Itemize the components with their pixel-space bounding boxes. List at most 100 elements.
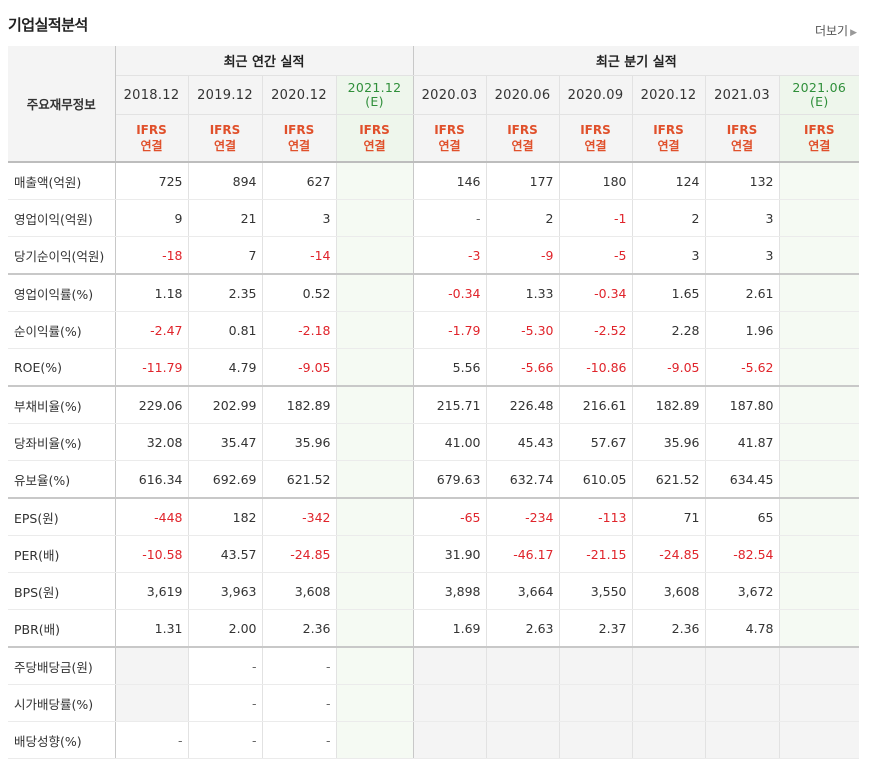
table-cell <box>704 721 779 759</box>
table-cell: 5.56 <box>412 348 486 387</box>
period-header: 2018.12 <box>115 75 188 115</box>
table-cell: 182.89 <box>261 386 336 424</box>
table-cell: 2.36 <box>631 609 705 648</box>
table-cell: 3 <box>631 236 705 275</box>
ifrs-label: IFRS <box>209 123 241 137</box>
table-cell: -234 <box>485 498 559 536</box>
table-cell: 621.52 <box>631 460 705 499</box>
ifrs-label: IFRS <box>803 123 835 137</box>
table-cell: -2.18 <box>261 311 336 349</box>
ifrs-label: IFRS <box>726 123 758 137</box>
table-cell <box>704 684 779 722</box>
table-cell <box>631 684 705 722</box>
period-label: 2019.12 <box>197 87 253 103</box>
quarterly-group-header: 최근 분기 실적 <box>412 46 860 76</box>
table-cell: 3,608 <box>261 572 336 610</box>
table-cell: - <box>261 647 336 685</box>
ifrs-label: IFRS <box>507 123 538 137</box>
table-cell: 1.69 <box>412 609 486 648</box>
table-cell: 35.96 <box>261 423 336 461</box>
table-cell: 3,672 <box>704 572 779 610</box>
ifrs-badge: IFRS 연결 <box>187 114 262 163</box>
table-cell: 35.47 <box>187 423 262 461</box>
table-cell: -5 <box>558 236 632 275</box>
table-cell: 182.89 <box>631 386 705 424</box>
table-cell: 7 <box>187 236 262 275</box>
table-cell <box>778 609 860 648</box>
table-cell <box>335 311 413 349</box>
period-header: 2020.03 <box>412 75 486 115</box>
table-cell: 2.63 <box>485 609 559 648</box>
table-cell: 616.34 <box>115 460 188 499</box>
table-cell: 226.48 <box>485 386 559 424</box>
estimate-tag: (E) <box>809 94 829 109</box>
table-cell: 2 <box>485 199 559 237</box>
table-cell <box>335 498 413 536</box>
table-cell: 229.06 <box>115 386 188 424</box>
period-label: 2020.09 <box>567 87 624 103</box>
table-cell: 725 <box>115 162 188 200</box>
table-cell: 1.33 <box>485 274 559 312</box>
table-cell: - <box>187 684 262 722</box>
ifrs-badge: IFRS 연결 <box>412 114 486 163</box>
more-link[interactable]: 더보기 ▶ <box>815 22 857 39</box>
table-cell: 3,619 <box>115 572 188 610</box>
table-cell: -3 <box>412 236 486 275</box>
table-row: 영업이익률(%) 1.18 2.35 0.52 -0.34 1.33 -0.34 1.65 2.… <box>8 274 860 312</box>
ifrs-label: IFRS <box>653 123 684 137</box>
ifrs-label: IFRS <box>359 123 390 137</box>
chevron-right-icon: ▶ <box>850 28 857 38</box>
period-header: 2020.12 <box>261 75 336 115</box>
ifrs-badge: IFRS 연결 <box>631 114 705 163</box>
table-cell: -448 <box>115 498 188 536</box>
table-row: 시가배당률(%) - - <box>8 684 860 722</box>
table-cell: 692.69 <box>187 460 262 499</box>
table-cell <box>778 498 860 536</box>
period-label: 2020.12 <box>271 87 327 103</box>
consolidated-label: 연결 <box>213 139 237 153</box>
table-cell: -46.17 <box>485 535 559 573</box>
table-cell: 41.87 <box>704 423 779 461</box>
table-cell <box>631 647 705 685</box>
period-header: 2020.12 <box>631 75 705 115</box>
section-title: 기업실적분석 <box>8 16 88 34</box>
table-cell <box>335 236 413 275</box>
table-cell: - <box>412 199 486 237</box>
row-label: 시가배당률(%) <box>8 684 116 722</box>
ifrs-badge: IFRS 연결 <box>778 114 860 163</box>
table-cell: 3,664 <box>485 572 559 610</box>
period-label: 2020.12 <box>640 87 697 103</box>
estimate-tag: (E) <box>365 94 384 109</box>
table-cell: 1.31 <box>115 609 188 648</box>
table-cell <box>335 348 413 387</box>
table-cell: -14 <box>261 236 336 275</box>
table-row: 주당배당금(원) - - <box>8 647 860 685</box>
table-cell: -10.58 <box>115 535 188 573</box>
table-cell: 187.80 <box>704 386 779 424</box>
table-cell: 41.00 <box>412 423 486 461</box>
table-cell: 35.96 <box>631 423 705 461</box>
period-label: 2018.12 <box>123 87 180 103</box>
table-cell: 2.37 <box>558 609 632 648</box>
table-cell <box>335 386 413 424</box>
table-cell: 180 <box>558 162 632 200</box>
table-cell: 43.57 <box>187 535 262 573</box>
table-cell: - <box>261 721 336 759</box>
consolidated-label: 연결 <box>140 139 163 153</box>
table-cell: 31.90 <box>412 535 486 573</box>
table-cell: -5.62 <box>704 348 779 387</box>
table-cell <box>778 572 860 610</box>
period-label: 2021.12 <box>347 80 402 95</box>
table-cell: 0.52 <box>261 274 336 312</box>
table-cell <box>485 684 559 722</box>
table-cell: 610.05 <box>558 460 632 499</box>
table-cell: 1.18 <box>115 274 188 312</box>
row-label: PER(배) <box>8 535 116 573</box>
table-cell: 182 <box>187 498 262 536</box>
table-cell: 57.67 <box>558 423 632 461</box>
consolidated-label: 연결 <box>730 139 754 153</box>
ifrs-label: IFRS <box>136 123 167 137</box>
table-cell <box>778 311 860 349</box>
table-cell: -21.15 <box>558 535 632 573</box>
table-cell: 146 <box>412 162 486 200</box>
